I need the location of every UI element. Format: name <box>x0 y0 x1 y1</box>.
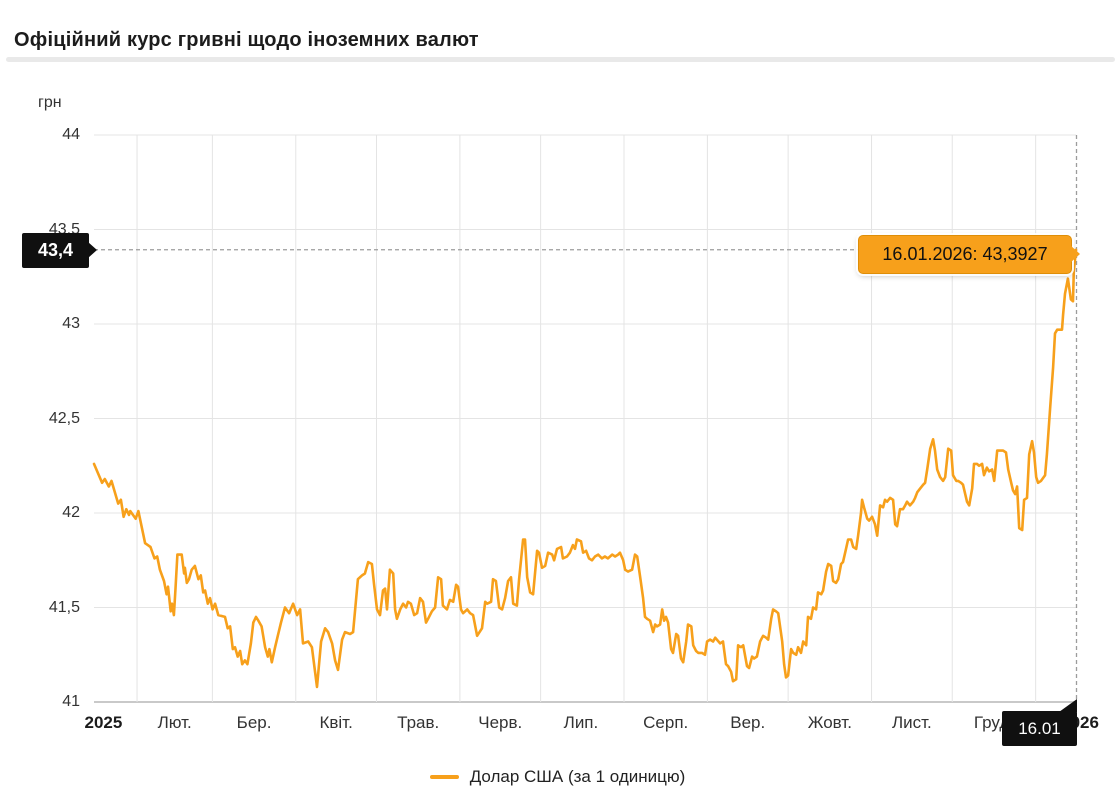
y-axis-unit-label: грн <box>38 94 62 111</box>
y-tick-label: 42,5 <box>48 409 80 427</box>
tooltip-pointer-icon <box>1070 245 1080 264</box>
flag-pointer-up-icon <box>1059 699 1077 712</box>
x-tick-label: Лип. <box>563 713 599 732</box>
current-value-flag: 43,4 <box>22 232 97 268</box>
x-tick-label: Жовт. <box>807 713 852 732</box>
flag-pointer-right-icon <box>88 241 97 258</box>
x-tick-label: Серп. <box>643 713 689 732</box>
current-value-flag-label: 43,4 <box>37 239 74 260</box>
y-tick-label: 42 <box>62 504 80 521</box>
current-date-flag-label: 16.01 <box>1018 719 1061 738</box>
x-tick-label: Трав. <box>397 713 440 732</box>
x-tick-label: Бер. <box>236 713 272 732</box>
legend[interactable]: Долар США (за 1 одиницю) <box>0 762 1115 792</box>
x-tick-label: 2025 <box>84 713 123 732</box>
page-title: Офіційний курс гривні щодо іноземних вал… <box>14 29 479 52</box>
chart-tooltip: 16.01.2026: 43,3927 <box>858 234 1080 274</box>
y-tick-label: 43 <box>62 315 80 332</box>
x-tick-label: Квіт. <box>319 713 353 732</box>
y-tick-label: 41,5 <box>48 598 80 616</box>
header-divider <box>6 57 1115 62</box>
x-tick-label: Лют. <box>157 713 192 732</box>
usd-rate-line <box>92 248 1078 689</box>
legend-label: Долар США (за 1 одиницю) <box>469 767 686 786</box>
legend-line-swatch <box>429 775 459 779</box>
tooltip-label: 16.01.2026: 43,3927 <box>882 243 1048 264</box>
x-tick-label: Лист. <box>891 713 932 732</box>
x-tick-label: Черв. <box>478 713 523 732</box>
y-tick-label: 44 <box>62 126 80 143</box>
x-tick-label: Вер. <box>730 713 766 732</box>
y-tick-label: 41 <box>62 693 80 710</box>
current-date-flag: 16.01 <box>1002 699 1077 746</box>
